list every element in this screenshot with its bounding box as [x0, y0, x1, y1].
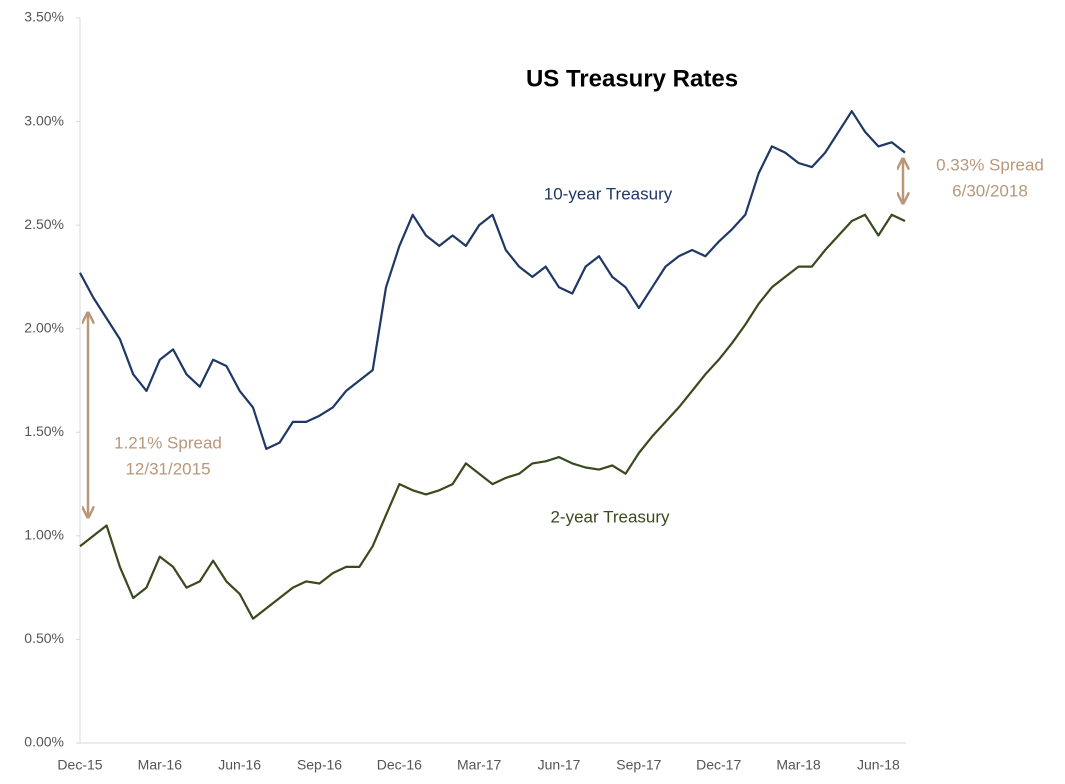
y-tick-label: 0.00%: [24, 734, 64, 750]
y-tick-label: 1.50%: [24, 423, 64, 439]
annotation: 12/31/2015: [125, 459, 210, 478]
series-label: 10-year Treasury: [544, 184, 673, 203]
x-tick-label: Dec-15: [57, 757, 102, 773]
chart-title: US Treasury Rates: [526, 65, 738, 92]
x-tick-label: Dec-16: [377, 757, 422, 773]
y-tick-label: 0.50%: [24, 630, 64, 646]
x-tick-label: Jun-18: [857, 757, 900, 773]
x-tick-label: Mar-17: [457, 757, 502, 773]
series-label: 2-year Treasury: [550, 507, 670, 526]
x-tick-label: Mar-18: [776, 757, 821, 773]
x-tick-label: Sep-17: [616, 757, 661, 773]
x-tick-label: Dec-17: [696, 757, 741, 773]
annotation: 1.21% Spread: [114, 433, 222, 452]
x-tick-label: Jun-17: [538, 757, 581, 773]
series-line: [79, 213, 906, 620]
y-tick-label: 2.50%: [24, 216, 64, 232]
y-tick-label: 3.00%: [24, 112, 64, 128]
x-tick-label: Jun-16: [218, 757, 261, 773]
annotation: 0.33% Spread: [936, 155, 1044, 174]
y-tick-label: 2.00%: [24, 319, 64, 335]
y-tick-label: 1.00%: [24, 527, 64, 543]
series-line: [79, 110, 906, 450]
y-tick-label: 3.50%: [24, 9, 64, 25]
x-tick-label: Sep-16: [297, 757, 342, 773]
x-tick-label: Mar-16: [138, 757, 183, 773]
annotation: 6/30/2018: [952, 181, 1028, 200]
